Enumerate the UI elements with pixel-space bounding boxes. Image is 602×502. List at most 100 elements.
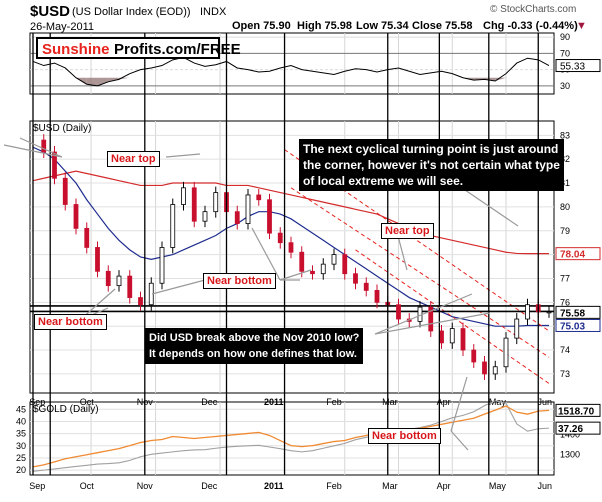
gold-left-tick-label: 20 [16, 465, 26, 475]
gold-left-tick-label: 40 [16, 416, 26, 426]
candle-body [428, 306, 434, 332]
gold-x-tick-label: Dec [201, 481, 218, 491]
price-right-label-box [555, 318, 601, 332]
annotation-pointer-line [397, 235, 408, 271]
candle-body [449, 328, 455, 344]
candle-body [245, 194, 251, 224]
logo-text-profits: Profits.com/FREE [114, 41, 241, 58]
candle-body [234, 211, 240, 224]
price-x-tick-label: Apr [437, 397, 451, 407]
nov-low-question-note: Did USD break above the Nov 2010 low? It… [145, 328, 364, 364]
annotation-near-top-1: Near top [107, 151, 160, 167]
change-value: Chg -0.33 (-0.44%) [483, 20, 578, 32]
price-y-tick-label: 81 [560, 178, 570, 188]
candle-body [41, 139, 47, 153]
close-value: Close 75.58 [412, 20, 473, 32]
candle-body [191, 187, 197, 222]
annotation-pointer-line [450, 430, 469, 451]
price-y-tick-label: 77 [560, 273, 570, 283]
rsi-y-tick-label: 90 [560, 32, 570, 42]
price-right-label-box [555, 305, 601, 319]
annotation-near-bottom-1: Near bottom [34, 314, 107, 330]
cyclical-turning-note: The next cyclical turning point is just … [299, 139, 564, 191]
annotation-near-top-2: Near top [381, 223, 434, 239]
candle-body [299, 251, 305, 272]
price-y-tick-label: 79 [560, 226, 570, 236]
gold-x-tick-label: Apr [437, 481, 451, 491]
change-down-icon: ▼ [576, 20, 587, 32]
price-right-label: 75.58 [560, 308, 585, 319]
candle-body [256, 194, 262, 201]
exchange-label: INDX [200, 6, 227, 18]
price-x-tick-label: May [489, 397, 507, 407]
candle-body [52, 151, 57, 179]
candle-body [503, 337, 509, 368]
nov-question-line-2: It depends on how one defines that low. [149, 348, 357, 360]
logo-text-sunshine: Sunshine [42, 41, 110, 58]
gold-x-tick-label: Oct [80, 481, 95, 491]
logo-banner[interactable]: Sunshine Profits.com/FREE [36, 37, 241, 59]
cyclical-note-line-3: of local extreme we will see. [303, 174, 464, 188]
rsi-oversold-shade [495, 77, 506, 81]
annotation-pointer-line [251, 227, 281, 281]
price-x-tick-label: Dec [201, 397, 218, 407]
price-x-tick-label: 2011 [264, 397, 284, 407]
candle-body [170, 204, 176, 248]
rsi-y-tick-label: 70 [560, 48, 570, 58]
gold-x-tick-label: Feb [326, 481, 342, 491]
candle-body [288, 242, 294, 253]
gold-left-tick-label: 45 [16, 404, 26, 414]
annotation-pointer-line [374, 312, 491, 335]
candle-body [267, 199, 272, 234]
rsi-oversold-shade [86, 77, 98, 86]
gold-left-tick-label: 25 [16, 453, 26, 463]
gold-orange-line [32, 405, 550, 468]
candle-body [181, 187, 186, 205]
rsi-y-tick-label: 30 [560, 81, 570, 91]
rsi-last-value-label: 55.33 [560, 62, 585, 73]
symbol-title: $USD [30, 3, 71, 20]
gold-x-tick-label: Jun [537, 481, 552, 491]
gold-right-label-box [555, 403, 601, 417]
gold-x-tick-label: Nov [137, 481, 154, 491]
annotation-pointer-line [3, 144, 63, 158]
candle-body [105, 270, 111, 287]
gold-x-tick-label: 2011 [264, 481, 284, 491]
candle-body [95, 247, 100, 272]
gold-right-tick-label: 1300 [560, 450, 580, 460]
index-name: (US Dollar Index (EOD)) [72, 6, 191, 18]
price-x-tick-label: Sep [29, 397, 45, 407]
annotation-pointer-line [464, 189, 519, 227]
candle-body [482, 361, 487, 375]
price-x-tick-label: Oct [80, 397, 95, 407]
cyclical-note-line-1: The next cyclical turning point is just … [303, 142, 559, 156]
ma-red-line [32, 170, 549, 255]
price-y-tick-label: 82 [560, 154, 570, 164]
candle-body [471, 349, 477, 363]
gold-x-tick-label: Mar [382, 481, 398, 491]
annotation-pointer-line [19, 137, 63, 158]
price-right-label: 75.03 [560, 321, 585, 332]
low-value: Low 75.34 [356, 20, 409, 32]
candle-body [84, 227, 90, 248]
gold-left-tick-label: 35 [16, 429, 26, 439]
price-right-label: 78.04 [560, 250, 585, 261]
channel-dashed-line [290, 187, 550, 358]
gold-panel-title: $GOLD (Daily) [33, 404, 99, 415]
candle-body [331, 254, 337, 265]
high-value: High 75.98 [297, 20, 353, 32]
candle-body [396, 304, 401, 320]
price-y-tick-label: 74 [560, 345, 570, 355]
ma-blue-line [32, 146, 549, 327]
price-x-tick-label: Mar [382, 397, 398, 407]
candle-body [439, 330, 444, 344]
annotation-pointer-line [279, 269, 312, 281]
rsi-line [32, 56, 550, 87]
candle-body [363, 282, 369, 291]
annotation-near-bottom-3: Near bottom [368, 428, 441, 444]
price-panel-title: $USD (Daily) [33, 123, 91, 134]
candle-body [460, 328, 466, 351]
candle-body [374, 290, 380, 303]
price-y-tick-label: 73 [560, 369, 570, 379]
